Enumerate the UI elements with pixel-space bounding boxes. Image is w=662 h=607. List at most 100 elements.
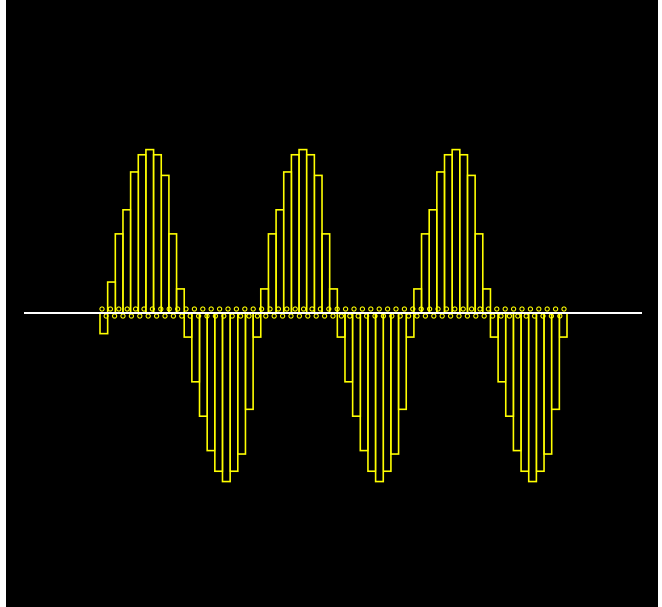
baseline-marker (120, 313, 126, 319)
bar-59 (543, 312, 553, 455)
bar-3 (114, 233, 124, 314)
bar-36 (367, 312, 377, 473)
baseline-marker (99, 306, 105, 312)
bar-55 (512, 312, 522, 452)
baseline-marker (208, 306, 214, 312)
baseline-marker (254, 313, 261, 319)
bar-26 (290, 153, 300, 314)
baseline-marker (485, 306, 492, 312)
bar-47 (451, 148, 461, 314)
baseline-marker (481, 313, 487, 319)
baseline-marker (153, 313, 160, 319)
bar-7 (145, 148, 155, 314)
bar-35 (359, 312, 369, 452)
baseline-marker (263, 313, 269, 319)
baseline-marker (435, 306, 441, 312)
baseline-marker (519, 306, 525, 312)
baseline-marker (275, 306, 282, 312)
baseline-marker (515, 313, 521, 319)
baseline-marker (452, 306, 458, 312)
bar-14 (198, 312, 208, 417)
bar-43 (420, 233, 431, 314)
bar-34 (351, 312, 362, 417)
baseline-marker (443, 306, 450, 312)
baseline-marker (124, 306, 130, 312)
baseline-marker (309, 306, 315, 312)
baseline-marker (242, 306, 248, 312)
bar-27 (298, 148, 308, 314)
bar-46 (443, 153, 453, 314)
bar-6 (137, 153, 147, 314)
baseline-marker (158, 306, 164, 312)
baseline-marker (342, 306, 349, 312)
baseline-marker (384, 306, 391, 312)
baseline-marker (510, 306, 517, 312)
bar-40 (397, 312, 408, 411)
bar-10 (168, 233, 178, 314)
bar-30 (321, 233, 331, 314)
baseline-marker (321, 313, 328, 319)
baseline-marker (258, 306, 265, 312)
bar-48 (459, 153, 469, 314)
baseline-marker (141, 306, 147, 312)
bar-54 (504, 312, 515, 417)
baseline-marker (179, 313, 185, 319)
bar-45 (436, 171, 446, 314)
bar-28 (305, 153, 316, 314)
baseline-marker (351, 306, 357, 312)
baseline-marker (552, 306, 559, 312)
baseline-marker (216, 306, 223, 312)
baseline-marker (468, 306, 475, 312)
baseline-marker (506, 313, 513, 319)
baseline-marker (502, 306, 508, 312)
baseline-marker (422, 313, 429, 319)
bar-37 (374, 312, 385, 483)
bar-18 (229, 312, 239, 473)
baseline-marker (498, 313, 504, 319)
baseline-marker (561, 306, 567, 312)
baseline-marker (494, 306, 500, 312)
baseline-marker (191, 306, 198, 312)
baseline-marker (456, 313, 462, 319)
baseline-marker (246, 313, 252, 319)
baseline-marker (111, 313, 118, 319)
baseline-marker (439, 313, 445, 319)
baseline-marker (418, 306, 424, 312)
baseline-marker (107, 306, 114, 312)
bar-58 (535, 312, 545, 473)
baseline-marker (473, 313, 479, 319)
bar-11 (175, 288, 186, 314)
baseline-marker (405, 313, 412, 319)
baseline-marker (170, 313, 177, 319)
baseline-marker (233, 306, 240, 312)
baseline-marker (334, 306, 340, 312)
baseline-marker (326, 306, 332, 312)
baseline-marker (347, 313, 353, 319)
bar-49 (466, 174, 476, 314)
baseline-marker (330, 313, 336, 319)
baseline-marker (300, 306, 307, 312)
baseline-marker (317, 306, 324, 312)
bar-9 (160, 174, 170, 314)
bar-61 (558, 312, 568, 338)
bar-25 (282, 171, 293, 314)
baseline-marker (460, 306, 466, 312)
step-bar-chart (24, 148, 642, 483)
baseline-marker (183, 306, 189, 312)
bar-13 (191, 312, 201, 383)
bar-33 (344, 312, 354, 383)
baseline-marker (237, 313, 244, 319)
bar-series (99, 148, 568, 483)
baseline-marker (359, 306, 366, 312)
baseline-marker (410, 306, 416, 312)
baseline-marker (313, 313, 319, 319)
baseline-marker (426, 306, 433, 312)
baseline-marker (338, 313, 345, 319)
baseline-marker (401, 306, 408, 312)
baseline-marker (431, 313, 437, 319)
baseline-marker (145, 313, 151, 319)
baseline-marker (200, 306, 206, 312)
bar-53 (497, 312, 507, 383)
baseline-marker (166, 306, 172, 312)
baseline-marker (267, 306, 273, 312)
